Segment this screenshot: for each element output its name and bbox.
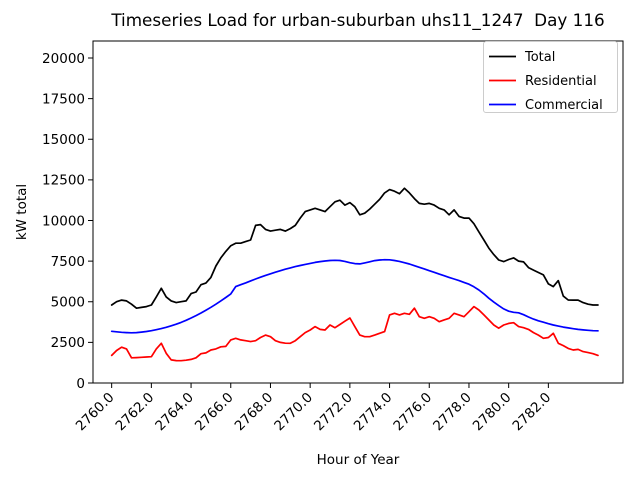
legend-label-commercial: Commercial <box>525 98 603 113</box>
x-tick-label: 2780.0 <box>470 390 515 435</box>
x-tick-label: 2762.0 <box>113 390 158 435</box>
y-tick-label: 20000 <box>42 51 85 67</box>
y-tick-label: 17500 <box>42 91 85 107</box>
y-tick-label: 12500 <box>42 173 85 189</box>
series-line-residential <box>110 305 599 362</box>
x-tick-label: 2778.0 <box>430 390 475 435</box>
series-line-commercial <box>110 258 599 334</box>
x-tick-label: 2768.0 <box>232 390 277 435</box>
y-tick-label: 10000 <box>42 213 85 229</box>
y-tick-label: 2500 <box>51 335 85 351</box>
x-tick-label: 2782.0 <box>510 390 555 435</box>
y-tick-label: 0 <box>76 376 85 392</box>
x-tick-label: 2766.0 <box>192 390 237 435</box>
series-line-total <box>110 187 599 310</box>
y-tick-label: 7500 <box>51 254 85 270</box>
y-tick-label: 5000 <box>51 295 85 311</box>
x-tick-label: 2772.0 <box>311 390 356 435</box>
x-tick-label: 2774.0 <box>351 390 396 435</box>
legend-label-total: Total <box>524 50 555 65</box>
y-tick-label: 15000 <box>42 132 85 148</box>
x-tick-label: 2760.0 <box>73 390 118 435</box>
x-axis-label: Hour of Year <box>316 452 400 468</box>
legend-label-residential: Residential <box>525 74 597 89</box>
x-tick-label: 2770.0 <box>271 390 316 435</box>
x-tick-label: 2764.0 <box>152 390 197 435</box>
x-tick-label: 2776.0 <box>390 390 435 435</box>
plot-border <box>92 40 624 384</box>
y-axis-label: kW total <box>14 183 30 241</box>
legend-box <box>483 41 618 113</box>
chart-title: Timeseries Load for urban-suburban uhs11… <box>111 10 605 30</box>
